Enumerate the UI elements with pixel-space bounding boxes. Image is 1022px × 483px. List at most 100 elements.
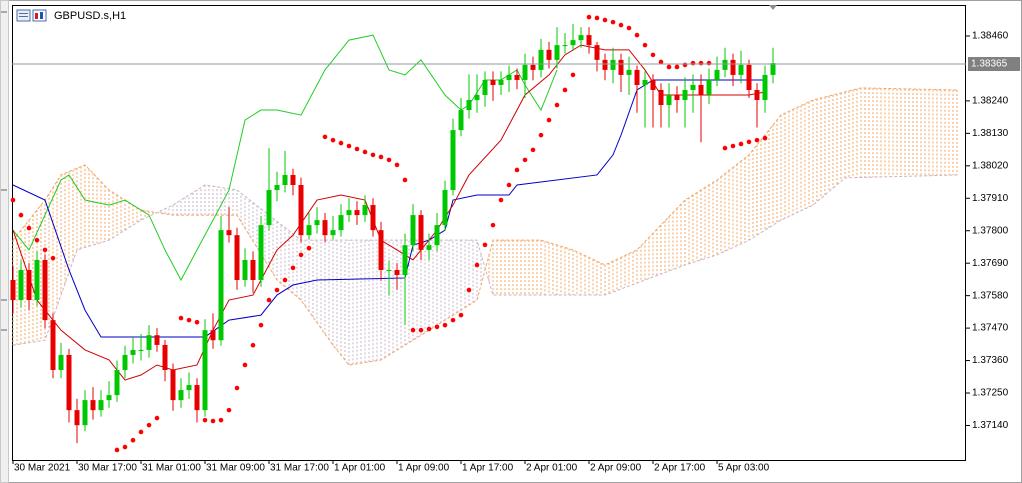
- candle-body: [442, 190, 448, 226]
- y-tick-label: 1.37470: [972, 323, 1009, 334]
- candle-body: [538, 49, 544, 70]
- sar-dot: [418, 327, 424, 333]
- candle-body: [762, 74, 768, 101]
- candle-body: [202, 330, 208, 411]
- sar-dot: [490, 222, 496, 228]
- sar-dot: [122, 444, 128, 450]
- candle-body: [10, 280, 16, 301]
- x-tick-label: 1 Apr 01:00: [334, 463, 386, 474]
- sar-dot: [178, 315, 184, 321]
- sar-dot: [138, 429, 144, 435]
- candle-body: [210, 330, 216, 341]
- sar-dot: [618, 22, 624, 28]
- y-tick-label: 1.38020: [972, 160, 1009, 171]
- y-tick-label: 1.38240: [972, 96, 1009, 107]
- x-tick-label: 2 Apr 09:00: [590, 463, 642, 474]
- candle-body: [18, 269, 24, 301]
- candle-body: [770, 63, 776, 75]
- candle-body: [562, 45, 568, 47]
- sar-dot: [338, 140, 344, 146]
- icon-box: [32, 9, 47, 22]
- sar-dot: [706, 60, 712, 66]
- candle-body: [178, 390, 184, 401]
- x-tick-label: 31 Mar 09:00: [206, 463, 265, 474]
- sar-dot: [674, 64, 680, 70]
- candle-body: [162, 344, 168, 371]
- icon-bar: [40, 12, 43, 19]
- x-tick-label: 1 Apr 09:00: [398, 463, 450, 474]
- sar-dot: [386, 157, 392, 163]
- candle-body: [458, 110, 464, 131]
- sar-dot: [210, 418, 216, 424]
- candle-body: [226, 230, 232, 236]
- candle-body: [386, 269, 392, 271]
- candle-body: [298, 184, 304, 236]
- y-tick-label: 1.38130: [972, 128, 1009, 139]
- candle-body: [330, 230, 336, 236]
- sar-dot: [482, 242, 488, 248]
- sar-dot: [202, 417, 208, 423]
- sar-dot: [26, 225, 32, 231]
- candle-body: [714, 69, 720, 80]
- sar-dot: [602, 17, 608, 23]
- y-tick-label: 1.37360: [972, 355, 1009, 366]
- sar-dot: [442, 322, 448, 328]
- candle-body: [42, 259, 48, 321]
- sar-dot: [18, 212, 24, 218]
- candle-body: [58, 354, 64, 371]
- axis-layer: 1.38460 1.38240 1.38130 1.38020 1.37910 1.378…: [12, 31, 1020, 474]
- candle-body: [122, 354, 128, 371]
- sar-layer: [10, 14, 768, 453]
- sar-dot: [290, 265, 296, 271]
- senkou-span-b: [12, 174, 958, 346]
- candle-body: [522, 64, 528, 80]
- candle-body: [738, 64, 744, 75]
- candle-body: [482, 79, 488, 95]
- sar-dot: [362, 149, 368, 155]
- sar-dot: [330, 137, 336, 143]
- candle-body: [434, 225, 440, 246]
- x-tick-label: 31 Mar 17:00: [270, 463, 329, 474]
- sar-dot: [642, 42, 648, 48]
- candle-body: [658, 89, 664, 106]
- candle-body: [626, 69, 632, 75]
- candle-body: [754, 89, 760, 101]
- candle-body: [250, 259, 256, 281]
- sar-dot: [626, 25, 632, 31]
- sar-dot: [650, 52, 656, 58]
- sar-dot: [242, 362, 248, 368]
- candle-body: [514, 74, 520, 80]
- sar-dot: [194, 319, 200, 325]
- candle-body: [290, 174, 296, 185]
- candle-body: [722, 59, 728, 70]
- candle-body: [466, 100, 472, 111]
- candle-body: [506, 74, 512, 80]
- sar-dot: [154, 415, 160, 421]
- sar-dot: [402, 177, 408, 183]
- sar-dot: [458, 312, 464, 318]
- candle-body: [346, 210, 352, 216]
- candle-body: [354, 210, 360, 216]
- candle-body: [642, 79, 648, 85]
- candle-body: [186, 385, 192, 391]
- sar-dot: [466, 287, 472, 293]
- sar-dot: [634, 32, 640, 38]
- candle-body: [146, 335, 152, 350]
- x-tick-label: 5 Apr 03:00: [718, 463, 770, 474]
- sar-dot: [730, 143, 736, 149]
- candle-body: [594, 45, 600, 60]
- candle-body: [90, 400, 96, 411]
- sar-dot: [298, 252, 304, 258]
- candle-body: [306, 225, 312, 236]
- candle-body: [498, 79, 504, 85]
- candle-body: [138, 349, 144, 351]
- candle-body: [530, 64, 536, 70]
- sar-dot: [218, 417, 224, 423]
- candle-body: [666, 94, 672, 106]
- sar-dot: [698, 60, 704, 66]
- candle-body: [258, 225, 264, 281]
- candle-body: [474, 94, 480, 101]
- left-strip: [0, 0, 9, 483]
- candle-body: [66, 354, 72, 411]
